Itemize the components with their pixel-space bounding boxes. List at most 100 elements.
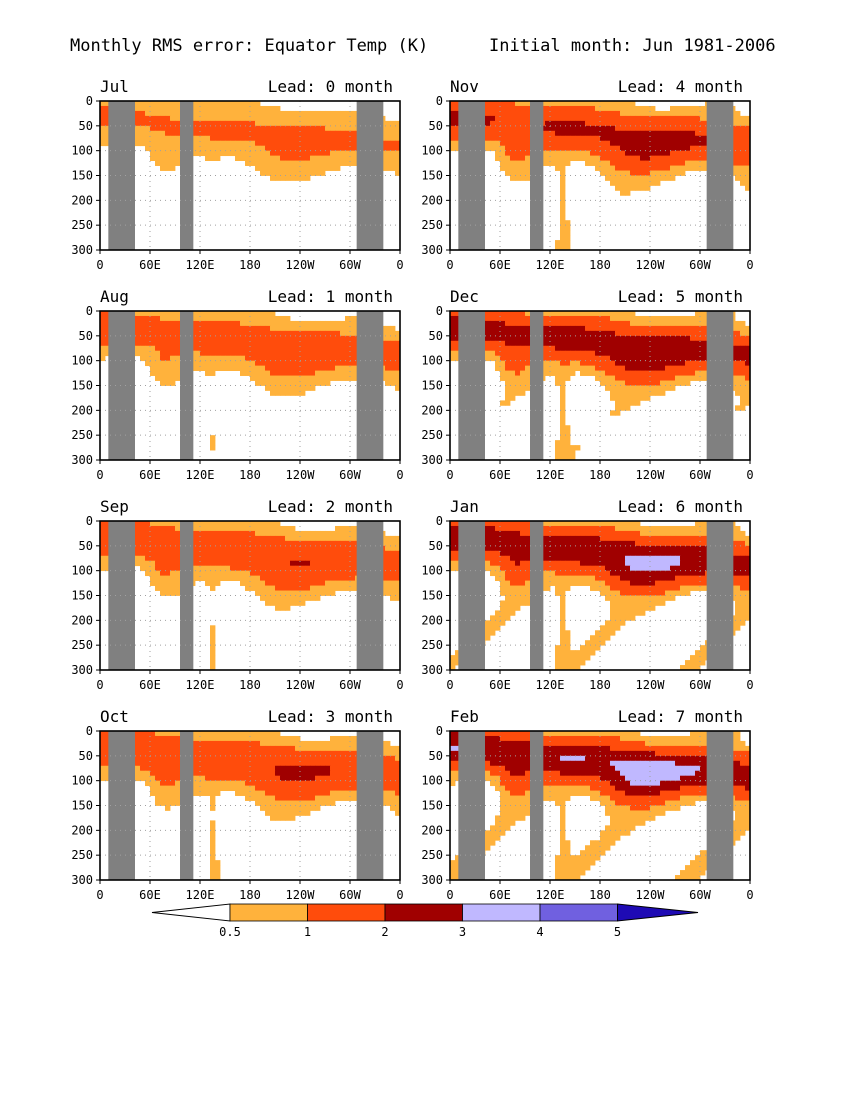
field-cell xyxy=(575,366,580,371)
field-cell xyxy=(265,136,270,141)
field-cell xyxy=(575,546,580,551)
field-cell xyxy=(620,531,625,536)
field-cell xyxy=(250,336,255,341)
field-cell xyxy=(255,166,260,171)
field-cell xyxy=(675,336,680,341)
field-cell xyxy=(735,346,740,351)
field-cell xyxy=(655,166,660,171)
field-cell xyxy=(625,131,630,136)
field-cell xyxy=(580,366,585,371)
field-cell xyxy=(560,346,565,351)
field-cell xyxy=(235,536,240,541)
field-cell xyxy=(685,141,690,146)
field-cell xyxy=(650,161,655,166)
field-cell xyxy=(315,326,320,331)
y-tick-label: 100 xyxy=(71,564,93,578)
field-cell xyxy=(505,361,510,366)
field-cell xyxy=(630,151,635,156)
field-cell xyxy=(330,366,335,371)
field-cell xyxy=(305,336,310,341)
field-cell xyxy=(215,316,220,321)
field-cell xyxy=(165,521,170,526)
field-cell xyxy=(170,341,175,346)
field-cell xyxy=(600,101,605,106)
field-cell xyxy=(205,361,210,366)
field-cell xyxy=(550,571,555,576)
field-cell xyxy=(175,351,180,356)
field-cell xyxy=(265,546,270,551)
field-cell xyxy=(640,316,645,321)
field-cell xyxy=(660,341,665,346)
field-cell xyxy=(230,576,235,581)
field-cell xyxy=(135,311,140,316)
field-cell xyxy=(100,561,105,566)
field-cell xyxy=(300,561,305,566)
field-cell xyxy=(320,561,325,566)
field-cell xyxy=(625,316,630,321)
field-cell xyxy=(700,111,705,116)
field-cell xyxy=(620,546,625,551)
field-cell xyxy=(135,531,140,536)
field-cell xyxy=(485,336,490,341)
field-cell xyxy=(500,371,505,376)
field-cell xyxy=(315,161,320,166)
field-cell xyxy=(310,596,315,601)
field-cell xyxy=(640,561,645,566)
field-cell xyxy=(555,141,560,146)
field-cell xyxy=(155,521,160,526)
field-cell xyxy=(600,371,605,376)
field-cell xyxy=(285,371,290,376)
field-cell xyxy=(660,136,665,141)
field-cell xyxy=(520,336,525,341)
field-cell xyxy=(635,141,640,146)
field-cell xyxy=(605,386,610,391)
field-cell xyxy=(505,321,510,326)
field-cell xyxy=(315,361,320,366)
field-cell xyxy=(280,536,285,541)
field-cell xyxy=(525,561,530,566)
field-cell xyxy=(300,336,305,341)
field-cell xyxy=(165,581,170,586)
field-cell xyxy=(570,116,575,121)
field-cell xyxy=(135,526,140,531)
field-cell xyxy=(650,386,655,391)
field-cell xyxy=(560,400,565,405)
field-cell xyxy=(570,551,575,556)
field-cell xyxy=(525,316,530,321)
field-cell xyxy=(170,366,175,371)
field-cell xyxy=(610,395,615,400)
field-cell xyxy=(170,556,175,561)
field-cell xyxy=(590,531,595,536)
field-cell xyxy=(585,101,590,106)
field-cell xyxy=(170,586,175,591)
field-cell xyxy=(525,111,530,116)
field-cell xyxy=(555,321,560,326)
field-cell xyxy=(555,531,560,536)
field-cell xyxy=(740,161,745,166)
field-cell xyxy=(685,106,690,111)
field-cell xyxy=(580,136,585,141)
field-cell xyxy=(200,521,205,526)
field-cell xyxy=(385,576,390,581)
field-cell xyxy=(305,166,310,171)
field-cell xyxy=(340,366,345,371)
field-cell xyxy=(520,361,525,366)
field-cell xyxy=(260,351,265,356)
field-cell xyxy=(660,571,665,576)
field-cell xyxy=(615,536,620,541)
field-cell xyxy=(350,351,355,356)
field-cell xyxy=(490,316,495,321)
field-cell xyxy=(205,556,210,561)
field-cell xyxy=(505,371,510,376)
field-cell xyxy=(560,131,565,136)
field-cell xyxy=(325,371,330,376)
field-cell xyxy=(175,346,180,351)
field-cell xyxy=(590,316,595,321)
field-cell xyxy=(630,126,635,131)
field-cell xyxy=(100,336,105,341)
field-cell xyxy=(165,166,170,171)
field-cell xyxy=(140,336,145,341)
field-cell xyxy=(640,111,645,116)
panel-lead-label: Lead: 2 month xyxy=(268,497,393,516)
field-cell xyxy=(565,321,570,326)
